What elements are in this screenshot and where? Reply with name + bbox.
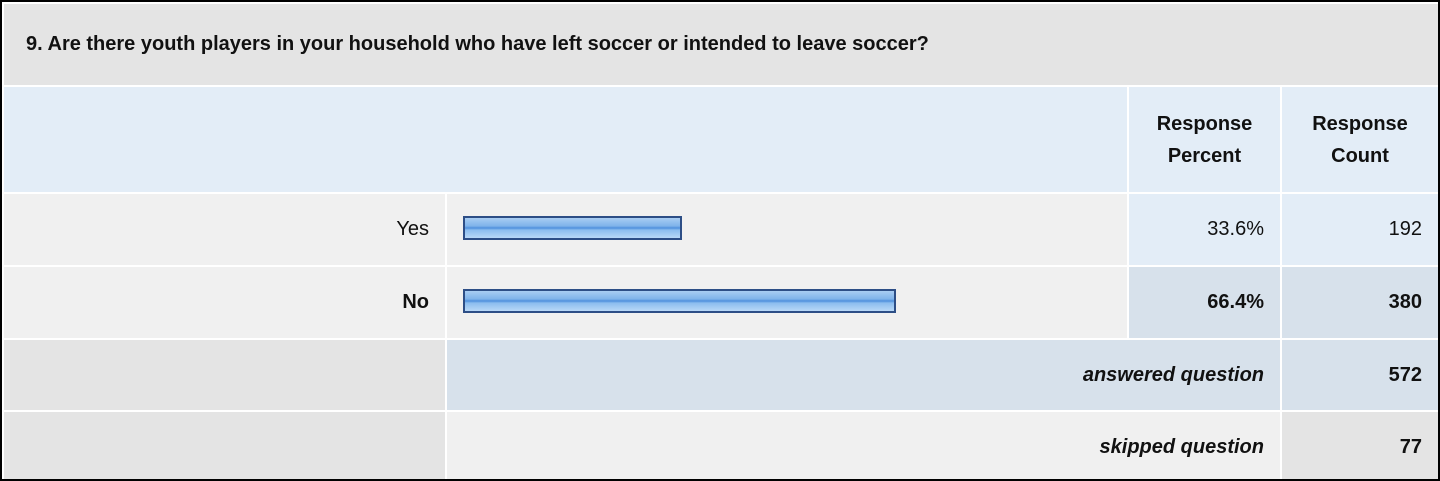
blank	[2, 410, 447, 479]
header-blank	[2, 85, 1129, 194]
question-title: 9. Are there youth players in your house…	[2, 2, 1438, 87]
header-count: Response Count	[1279, 85, 1438, 194]
bar-cell	[445, 192, 1129, 267]
header-percent: Response Percent	[1127, 85, 1282, 194]
count: 192	[1279, 192, 1438, 267]
percent: 33.6%	[1127, 192, 1282, 267]
blank	[2, 338, 447, 412]
count: 380	[1279, 265, 1438, 340]
answered-label: answered question	[445, 338, 1282, 412]
percent: 66.4%	[1127, 265, 1282, 340]
skipped-label: skipped question	[445, 410, 1282, 479]
bar	[463, 216, 683, 240]
bar-cell	[445, 265, 1129, 340]
bar	[463, 289, 896, 313]
answered-count: 572	[1279, 338, 1438, 412]
row-label: No	[2, 265, 447, 340]
skipped-count: 77	[1279, 410, 1438, 479]
row-label: Yes	[2, 192, 447, 267]
